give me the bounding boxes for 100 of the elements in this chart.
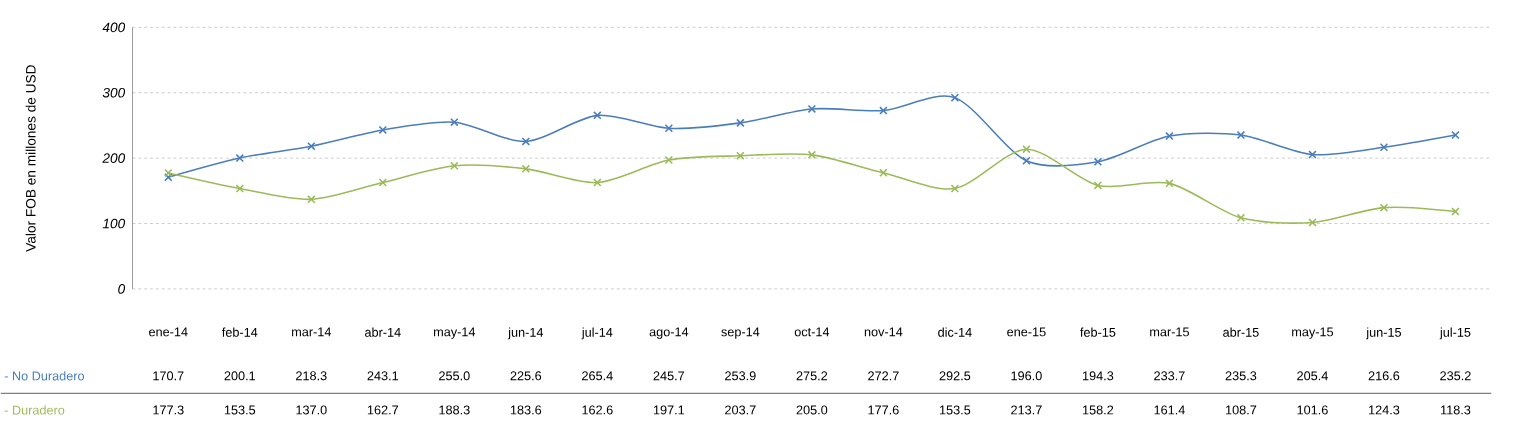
x-tick-label: jul-15 — [1439, 327, 1471, 340]
point — [378, 178, 388, 187]
data-label: 177.6 — [868, 405, 899, 415]
y-tick-label: 100 — [102, 218, 126, 229]
point — [1236, 213, 1246, 223]
data-label: 188.3 — [439, 405, 470, 415]
point — [664, 124, 674, 133]
data-label: 216.6 — [1368, 371, 1400, 381]
x-tick-label: abr-14 — [365, 327, 401, 337]
text: - No Duradero — [4, 371, 85, 381]
data-label: 124.3 — [1369, 405, 1400, 415]
x-tick-label: mar-14 — [292, 327, 332, 337]
data-label: 253.9 — [725, 371, 756, 381]
point — [1165, 179, 1174, 188]
point — [736, 151, 745, 161]
data-label: 101.6 — [1297, 405, 1328, 415]
x-tick-label: mar-15 — [1150, 327, 1189, 337]
point — [235, 184, 245, 193]
point — [1379, 143, 1389, 152]
data-label: 200.1 — [224, 371, 256, 381]
data-label: 177.3 — [153, 405, 184, 415]
x-tick-label: feb-15 — [1080, 327, 1116, 337]
data-label: 272.7 — [868, 371, 899, 381]
data-label: 108.7 — [1226, 405, 1257, 415]
data-label: 194.3 — [1083, 371, 1114, 381]
point — [593, 111, 602, 120]
point — [593, 178, 602, 187]
point — [950, 93, 960, 103]
x-tick-label: oct-14 — [794, 327, 830, 337]
data-label: 235.2 — [1440, 371, 1471, 381]
point — [307, 142, 316, 151]
point — [1093, 157, 1103, 167]
point — [1022, 156, 1031, 166]
x-tick-label: jun-14 — [507, 327, 544, 340]
point — [1165, 132, 1174, 141]
y-axis-title: Valor FOB en millones de USD — [25, 65, 36, 252]
point — [807, 104, 817, 114]
data-label: 233.7 — [1154, 371, 1185, 381]
point — [378, 125, 388, 135]
point — [164, 173, 173, 182]
data-label: 225.6 — [510, 371, 542, 381]
x-tick-label: sep-14 — [721, 327, 760, 340]
data-label: 235.3 — [1225, 371, 1257, 381]
data-label: 196.0 — [1011, 371, 1042, 381]
data-label: 183.6 — [510, 405, 542, 415]
point — [521, 164, 531, 174]
y-tick-label: 400 — [102, 22, 126, 33]
point — [807, 150, 817, 160]
x-tick-label: feb-14 — [221, 327, 258, 337]
data-label: 245.7 — [653, 371, 685, 381]
data-label: 218.3 — [296, 371, 327, 381]
point — [164, 168, 173, 178]
x-tick-label: ene-15 — [1007, 327, 1046, 337]
data-label: 265.4 — [582, 371, 613, 381]
x-tick-label: dic-14 — [938, 327, 972, 337]
x-tick-label: nov-14 — [864, 327, 903, 337]
x-tick-label: jul-14 — [581, 327, 613, 340]
data-label: 292.5 — [939, 371, 971, 381]
data-label: 137.0 — [296, 405, 327, 415]
data-label: 162.6 — [582, 405, 613, 415]
data-label: 205.0 — [796, 405, 828, 415]
x-tick-label: jun-15 — [1366, 327, 1402, 340]
point — [521, 137, 531, 146]
point — [950, 184, 960, 193]
point — [1022, 145, 1031, 154]
point — [1236, 130, 1246, 140]
point — [1308, 218, 1317, 227]
data-label: 243.1 — [367, 371, 399, 381]
x-tick-label: abr-15 — [1223, 327, 1259, 337]
y-tick-label: 0 — [118, 284, 126, 294]
x-tick-label: may-15 — [1292, 327, 1334, 340]
data-label: 161.4 — [1154, 405, 1185, 415]
data-label: 275.2 — [796, 371, 828, 381]
data-label: 162.7 — [367, 405, 399, 415]
point — [450, 118, 459, 127]
data-label: 197.1 — [653, 405, 685, 415]
point — [1308, 150, 1317, 159]
data-label: 170.7 — [153, 371, 184, 381]
data-label: 255.0 — [439, 371, 470, 381]
point — [879, 168, 888, 178]
data-label: 203.7 — [725, 405, 756, 415]
x-tick-label: ago-14 — [649, 327, 689, 340]
point — [664, 155, 674, 165]
text: - Duradero — [4, 405, 65, 415]
point — [307, 195, 316, 204]
point — [1451, 207, 1460, 216]
y-tick-label: 300 — [102, 88, 126, 98]
point — [879, 106, 888, 115]
y-tick-label: 200 — [102, 153, 126, 164]
x-tick-label: may-14 — [434, 327, 476, 340]
data-label: 153.5 — [939, 405, 971, 415]
point — [1451, 131, 1460, 140]
x-tick-label: ene-14 — [149, 327, 188, 337]
data-label: 158.2 — [1083, 405, 1114, 415]
data-label: 153.5 — [224, 405, 256, 415]
point — [1093, 181, 1103, 190]
point — [1379, 203, 1389, 213]
data-label: 205.4 — [1297, 371, 1328, 381]
data-label: 213.7 — [1011, 405, 1042, 415]
data-label: 118.3 — [1441, 405, 1471, 415]
